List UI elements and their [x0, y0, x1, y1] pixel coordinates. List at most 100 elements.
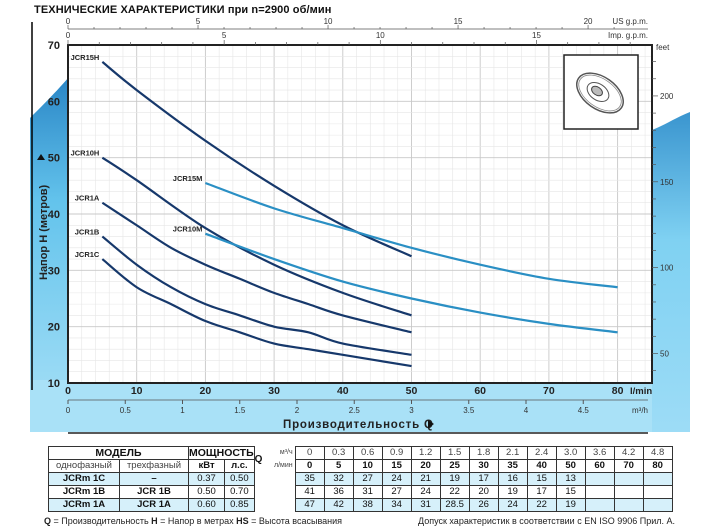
x-tick-label: 80	[612, 385, 624, 397]
head-value: 19	[439, 472, 470, 486]
curve-jcr1b	[101, 235, 412, 356]
curve-jcr1a	[101, 201, 412, 334]
power-kw: 0.60	[187, 498, 226, 512]
curve-jcr10m	[205, 232, 618, 334]
head-value: 21	[410, 472, 441, 486]
single-phase-model: JCRm 1B	[48, 485, 120, 499]
head-value: 42	[323, 498, 354, 512]
y-tick-label: 30	[48, 265, 60, 277]
us-gpm-tick: 10	[324, 17, 333, 26]
three-phase-model: JCR 1A	[119, 498, 189, 512]
m3h-tick-label: 1.5	[234, 406, 246, 415]
q-text: = Производительность	[51, 516, 152, 526]
head-value: 19	[497, 485, 528, 499]
head-value: 47	[294, 498, 325, 512]
flow-m3h-cell: 0.3	[323, 446, 354, 460]
performance-chart: 0 5 10 15 20 US g.p.m.0 5 10 15 Imp. g.p.m. 10203…	[30, 17, 690, 434]
top-scales: 0 5 10 15 20 US g.p.m. 0 5 10 15 Imp. g.p.m.	[66, 17, 648, 45]
m3h-tick-label: 0	[66, 406, 71, 415]
imp-gpm-tick: 10	[376, 31, 385, 40]
m3h-tick-label: 3	[409, 406, 414, 415]
flow-lmin-cell: 35	[497, 459, 528, 473]
flow-lmin-cell: 50	[555, 459, 586, 473]
curve-label: JCR15H	[71, 53, 100, 62]
curve-label: JCR10M	[173, 225, 203, 234]
m3h-tick-label: 0.5	[120, 406, 132, 415]
curves	[101, 61, 618, 368]
spacer	[253, 485, 296, 499]
head-value: 20	[468, 485, 499, 499]
flow-m3h-cell: 2.4	[526, 446, 557, 460]
flow-m3h-cell: 3.0	[555, 446, 586, 460]
flow-lmin-cell: 0	[294, 459, 325, 473]
flow-lmin-cell: 40	[526, 459, 557, 473]
head-value: 24	[381, 472, 412, 486]
q-abbr: Q	[44, 516, 52, 526]
flow-lmin-cell: 10	[352, 459, 383, 473]
impeller-image	[563, 54, 639, 130]
imp-gpm-label: Imp. g.p.m.	[608, 31, 648, 40]
x-tick-label: 20	[200, 385, 212, 397]
x-axis-arrow-icon	[428, 420, 434, 428]
head-value: 38	[352, 498, 383, 512]
x-tick-label: 50	[406, 385, 418, 397]
y-axis-ticks: 10 20 30 40 50 60 70	[48, 40, 60, 390]
x-tick-label: 0	[65, 385, 71, 397]
x-tick-label: 30	[268, 385, 280, 397]
curve-label: JCR10H	[71, 149, 100, 158]
head-value: 31	[410, 498, 441, 512]
page-title: ТЕХНИЧЕСКИЕ ХАРАКТЕРИСТИКИ при n=2900 об…	[34, 4, 332, 16]
m3h-tick-label: 3.5	[463, 406, 475, 415]
power-kw: 0.50	[187, 485, 226, 499]
flow-lmin-cell: 15	[381, 459, 412, 473]
table-row: JCRm 1C –0.37 0.50 35 32 27 24 21 19 17 16 15 13	[48, 472, 673, 486]
head-value	[613, 485, 644, 499]
legend-footnote: Q = Производительность H = Напор в метра…	[44, 516, 342, 526]
spacer	[253, 472, 296, 486]
flow-lmin-cell: 25	[439, 459, 470, 473]
flow-lmin-cell: 70	[613, 459, 644, 473]
head-value: 22	[439, 485, 470, 499]
head-value: 19	[555, 498, 586, 512]
blue-band-bottom	[30, 380, 678, 432]
head-value	[642, 498, 673, 512]
head-value: 24	[410, 485, 441, 499]
head-value: 27	[381, 485, 412, 499]
us-gpm-label: US g.p.m.	[612, 17, 648, 26]
tolerance-note: Допуск характеристик в соответствии с EN…	[418, 516, 675, 526]
hs-abbr: HS	[236, 516, 249, 526]
head-value: 27	[352, 472, 383, 486]
head-value: 24	[497, 498, 528, 512]
y-axis-arrow-icon	[37, 154, 45, 160]
y-tick-label: 10	[48, 378, 60, 390]
feet-tick-label: 150	[660, 178, 674, 187]
curve-label: JCR1B	[75, 228, 100, 237]
flow-m3h-cell: 0	[294, 446, 325, 460]
kw-header: кВт	[187, 459, 226, 473]
flow-m3h-cell: 2.1	[497, 446, 528, 460]
head-value	[642, 472, 673, 486]
water-splash-left	[30, 78, 68, 430]
feet-label: feet	[656, 43, 670, 52]
head-value	[584, 472, 615, 486]
x-tick-label: 40	[337, 385, 349, 397]
water-splash-right	[652, 112, 690, 432]
power-hp: 0.50	[224, 472, 255, 486]
head-value: 17	[468, 472, 499, 486]
imp-gpm-tick: 15	[532, 31, 541, 40]
head-value: 36	[323, 485, 354, 499]
head-value: 16	[497, 472, 528, 486]
single-phase-header: однофазный	[48, 459, 120, 473]
x-unit-label: l/min	[630, 386, 652, 397]
flow-lmin-cell: 80	[642, 459, 673, 473]
flow-lmin-cell: 60	[584, 459, 615, 473]
y-tick-label: 20	[48, 322, 60, 334]
table-row: JCRm 1A JCR 1A 0.60 0.85 47 42 38 34 31 28.5 26 24 2…	[48, 498, 673, 512]
head-value	[584, 498, 615, 512]
table-row: JCRm 1B JCR 1B 0.50 0.70 41 36 31 27 24 22 20 19 17 1…	[48, 485, 673, 499]
us-gpm-tick: 0	[66, 17, 71, 26]
head-value: 32	[323, 472, 354, 486]
q-label: Q	[253, 446, 263, 473]
x-axis-title: Производительность Q	[283, 419, 434, 431]
